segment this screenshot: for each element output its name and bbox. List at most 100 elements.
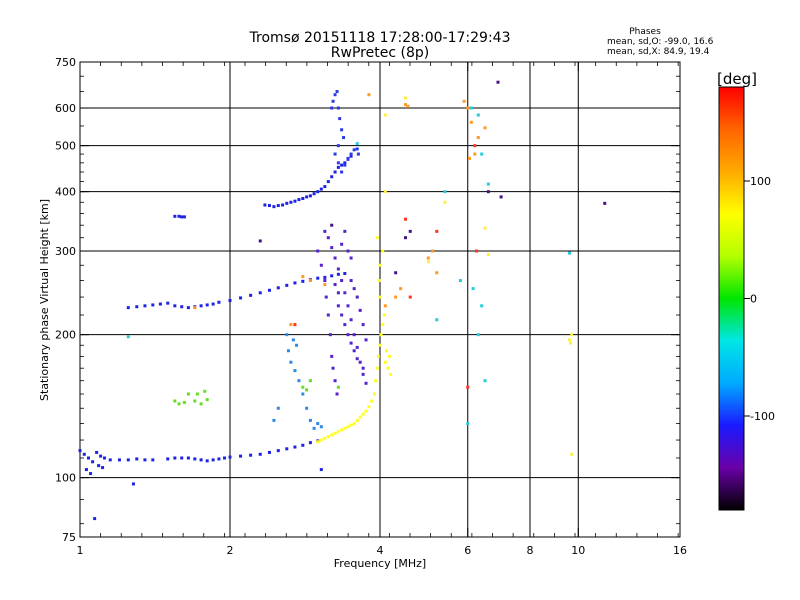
data-point [293, 323, 297, 327]
data-point [316, 276, 320, 280]
data-point [343, 323, 347, 327]
data-point [352, 422, 356, 426]
data-point [182, 400, 186, 404]
data-point [328, 333, 332, 337]
data-point [166, 301, 170, 305]
data-point [316, 422, 320, 426]
data-point [285, 283, 289, 287]
data-point [319, 187, 323, 191]
data-point [228, 299, 232, 303]
data-point [570, 452, 574, 456]
data-point [319, 425, 323, 429]
data-point [336, 272, 340, 276]
data-point [205, 459, 209, 463]
plot-area: 1 2 4 8 16 6 10 75 100 200 300 400 500 600 750 [55, 56, 687, 557]
data-point [346, 333, 350, 337]
data-point [336, 267, 340, 271]
data-point [186, 306, 190, 310]
data-point [223, 456, 227, 460]
y-tick-label: 500 [55, 140, 76, 153]
data-point [355, 295, 359, 299]
colorbar-tick-label: 100 [750, 175, 771, 188]
data-point [364, 338, 368, 342]
data-point [158, 302, 162, 306]
data-point [272, 418, 276, 422]
data-point [285, 447, 289, 451]
data-point [486, 190, 490, 194]
data-point [443, 190, 447, 194]
data-point [569, 341, 573, 345]
data-point [476, 113, 480, 117]
data-point [330, 246, 334, 250]
data-point [382, 313, 386, 317]
data-point [340, 170, 344, 174]
data-point [95, 450, 99, 454]
data-point [193, 306, 197, 310]
data-point [91, 460, 95, 464]
data-point [333, 431, 337, 435]
data-point [375, 366, 379, 370]
data-point [364, 381, 368, 385]
data-point [333, 93, 337, 97]
data-point [377, 279, 381, 283]
data-point [281, 203, 285, 207]
data-point [211, 458, 215, 462]
y-tick-label: 100 [55, 472, 76, 485]
data-point [249, 453, 253, 457]
data-point [203, 389, 207, 393]
data-point [381, 249, 385, 253]
data-point [403, 96, 407, 100]
data-point [126, 458, 130, 462]
data-point [361, 366, 365, 370]
phase-info-heading: Phases [629, 27, 661, 37]
data-point [323, 275, 327, 279]
data-point [361, 372, 365, 376]
data-point [466, 385, 470, 389]
phase-info-line1: mean, sd,O: -99.0, 16.6 [607, 37, 714, 47]
data-point [358, 360, 362, 364]
data-point [408, 229, 412, 233]
data-point [180, 215, 184, 219]
data-point [355, 418, 359, 422]
data-point [319, 438, 323, 442]
data-point [378, 263, 382, 267]
data-point [340, 128, 344, 132]
data-point [358, 308, 362, 312]
data-point [126, 335, 130, 339]
data-point [349, 152, 353, 156]
x-tick-label: 10 [571, 544, 585, 557]
data-point [97, 464, 101, 468]
data-point [276, 406, 280, 410]
data-point [316, 190, 320, 194]
data-point [370, 399, 374, 403]
data-point [293, 445, 297, 449]
data-point [211, 302, 215, 306]
data-point [403, 103, 407, 107]
data-point [346, 249, 350, 253]
colorbar-label: [deg] [717, 70, 757, 88]
data-point [99, 454, 103, 458]
data-point [338, 117, 342, 121]
data-point [199, 304, 203, 308]
data-point [180, 456, 184, 460]
y-tick-label: 300 [55, 245, 76, 258]
data-point [305, 388, 309, 392]
data-point [333, 283, 337, 287]
y-tick-label: 750 [55, 56, 76, 69]
data-point [199, 458, 203, 462]
data-point [258, 452, 262, 456]
data-point [305, 406, 309, 410]
data-point [151, 303, 155, 307]
data-point [199, 402, 203, 406]
x-axis-label: Frequency [MHz] [334, 557, 426, 570]
data-point [349, 423, 353, 427]
data-point [394, 271, 398, 275]
data-point [476, 136, 480, 140]
data-point [193, 399, 197, 403]
data-point [376, 354, 380, 358]
data-point [291, 338, 295, 342]
data-point [346, 156, 350, 160]
data-point [483, 379, 487, 383]
data-point [293, 199, 297, 203]
data-point [135, 457, 139, 461]
